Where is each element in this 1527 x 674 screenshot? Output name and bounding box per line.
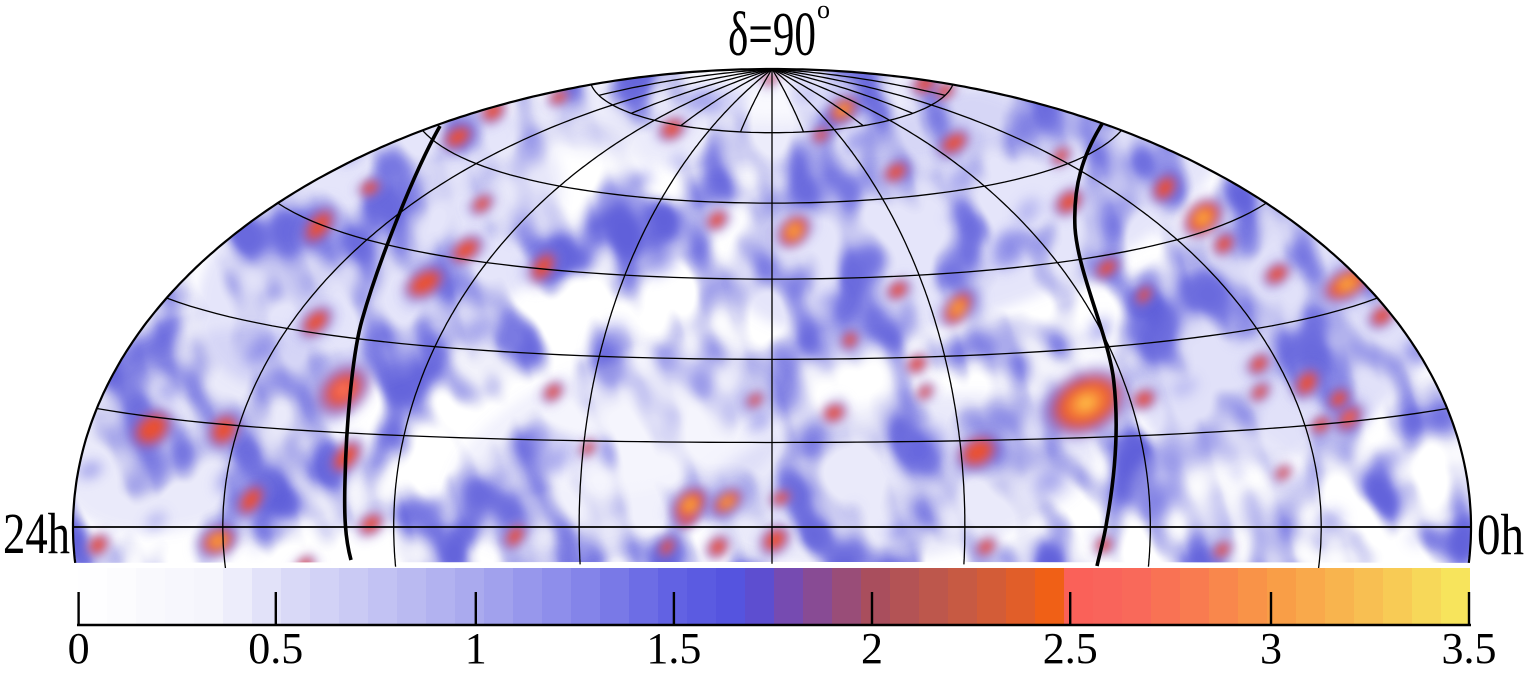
svg-text:2.5: 2.5 — [1043, 624, 1098, 673]
svg-text:0h: 0h — [1477, 502, 1524, 567]
svg-text:3: 3 — [1260, 624, 1282, 673]
svg-text:o: o — [817, 0, 830, 24]
svg-text:2: 2 — [861, 624, 883, 673]
svg-text:0: 0 — [68, 624, 90, 673]
svg-text:δ=90: δ=90 — [728, 1, 816, 69]
svg-text:0.5: 0.5 — [248, 624, 303, 673]
svg-text:1.5: 1.5 — [646, 624, 701, 673]
svg-text:1: 1 — [465, 624, 487, 673]
svg-text:24h: 24h — [3, 501, 70, 566]
svg-text:3.5: 3.5 — [1442, 624, 1497, 673]
